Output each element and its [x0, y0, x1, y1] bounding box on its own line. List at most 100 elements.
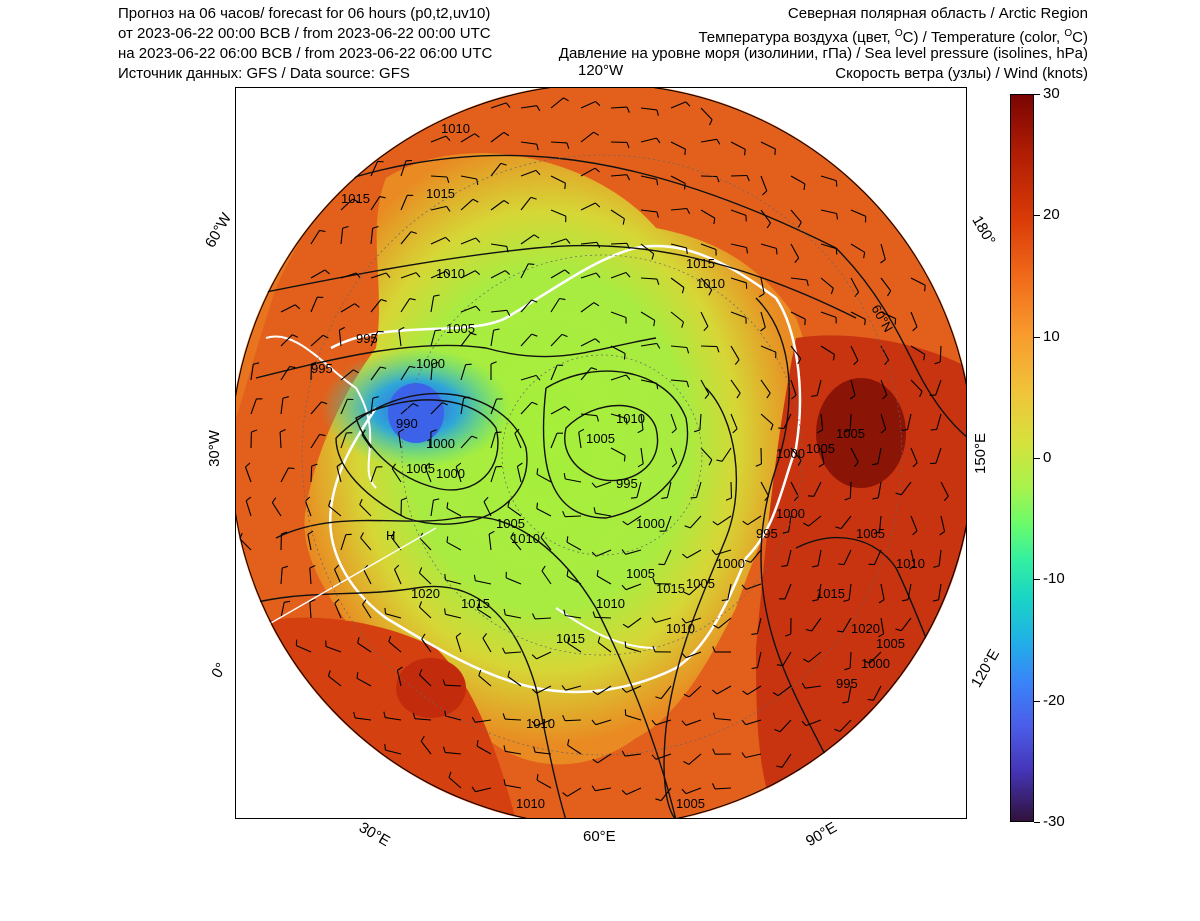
wind-barb — [849, 481, 852, 499]
wind-barb-flag — [882, 394, 888, 400]
wind-barb — [670, 175, 686, 184]
wind-barb — [460, 435, 473, 449]
wind-barb-flag — [716, 139, 721, 145]
wind-barb — [784, 583, 792, 600]
wind-barb-flag — [430, 429, 437, 433]
wind-barb — [848, 583, 852, 600]
wind-barb-flag — [531, 688, 538, 694]
wind-barb — [400, 272, 417, 279]
wind-barb — [625, 646, 642, 653]
wind-barb — [700, 138, 717, 143]
isobar-label: 1010 — [441, 121, 470, 136]
wind-barb-flag — [591, 785, 596, 791]
wind-barb — [779, 719, 792, 733]
wind-barb-flag — [379, 196, 386, 199]
wind-barb — [700, 277, 713, 291]
wind-barb — [398, 432, 402, 449]
wind-barb-flag — [592, 611, 596, 618]
wind-barb — [820, 243, 837, 250]
wind-barb — [385, 717, 402, 721]
wind-barb-flag — [732, 428, 738, 434]
isobar-label: 1005 — [856, 526, 885, 541]
wind-barb-flag — [309, 599, 316, 603]
wind-barb — [935, 379, 942, 396]
wind-barb-flag — [811, 394, 818, 397]
wind-barb-flag — [357, 637, 360, 644]
wind-barb — [910, 549, 916, 566]
wind-barb — [790, 175, 806, 185]
wind-barb — [520, 333, 533, 347]
wind-barb — [820, 209, 837, 215]
wind-barb — [490, 131, 505, 143]
wind-barb — [730, 379, 741, 394]
wind-barb-flag — [397, 666, 403, 671]
lon-label-30w: 30°W — [205, 430, 223, 467]
polar-map[interactable]: 1015 1010 1010 1020 1015 1015 1010 1005 995 1000 9… — [235, 87, 967, 819]
wind-barb-flag — [853, 360, 859, 366]
wind-barb-flag — [880, 258, 886, 264]
wind-barb-flag — [817, 429, 823, 434]
wind-barb-flag — [592, 758, 598, 764]
wind-barb-flag — [837, 630, 844, 633]
wind-barb — [460, 198, 474, 211]
coastline — [329, 244, 802, 694]
wind-barb-flag — [490, 361, 497, 365]
wind-barb-flag — [621, 549, 627, 555]
wind-barb — [430, 296, 435, 313]
isobar-label: 1010 — [896, 556, 925, 571]
wind-barb-flag — [566, 570, 569, 577]
wind-barb-flag — [531, 333, 538, 337]
wind-barb-flag — [562, 510, 566, 517]
wind-barb — [817, 583, 822, 600]
wind-barb-flag — [621, 789, 627, 795]
isobar-label: 1000 — [776, 506, 805, 521]
wind-barb — [540, 537, 552, 551]
isobar-label: 1020 — [411, 586, 440, 601]
wind-barb — [505, 784, 522, 789]
wind-barb-flag — [884, 359, 890, 366]
wind-barb — [670, 379, 687, 382]
wind-barb — [565, 478, 582, 483]
wind-barb — [596, 575, 612, 585]
wind-barb-flag — [482, 633, 488, 639]
wind-barb-flag — [854, 291, 860, 297]
wind-barb — [610, 242, 628, 245]
wind-barb-flag — [421, 633, 426, 640]
wind-barb-flag — [292, 334, 299, 338]
wind-barb-flag — [503, 131, 510, 137]
wind-barb — [610, 271, 627, 279]
wind-barb — [370, 196, 381, 211]
region-name: Северная полярная область / Arctic Regio… — [787, 5, 1088, 22]
wind-barb-flag — [354, 303, 360, 308]
wind-barb — [336, 466, 342, 483]
wind-barb-flag — [388, 635, 392, 642]
wind-barb-flag — [475, 305, 481, 312]
wind-barb-flag — [681, 652, 687, 659]
wind-barb — [514, 433, 522, 449]
wind-barb — [370, 398, 374, 415]
wind-barb — [700, 379, 710, 395]
wind-barb — [580, 202, 596, 211]
wind-barb-flag — [565, 238, 571, 244]
wind-barb-flag — [536, 105, 541, 112]
colorbar-tick — [1034, 822, 1040, 823]
wind-barb — [310, 334, 324, 347]
wind-barb-flag — [806, 279, 809, 287]
wind-barb-flag — [651, 754, 657, 760]
lon-label-0: 0° — [208, 660, 231, 681]
wind-barb-flag — [470, 332, 477, 336]
wind-barb — [595, 719, 612, 726]
wind-barb-flag — [321, 401, 328, 405]
isobar-label: 1015 — [416, 96, 445, 111]
wind-barb-flag — [849, 395, 856, 400]
wind-barb-flag — [334, 598, 340, 604]
wind-barb-flag — [505, 102, 511, 108]
wind-barb — [279, 431, 282, 449]
wind-barb-flag — [924, 285, 926, 292]
wind-barb — [309, 601, 312, 619]
wind-barb-flag — [383, 711, 386, 718]
wind-barb-flag — [781, 565, 788, 567]
wind-barb-flag — [853, 461, 859, 468]
wind-barb — [239, 538, 252, 551]
wind-barb — [580, 302, 595, 313]
